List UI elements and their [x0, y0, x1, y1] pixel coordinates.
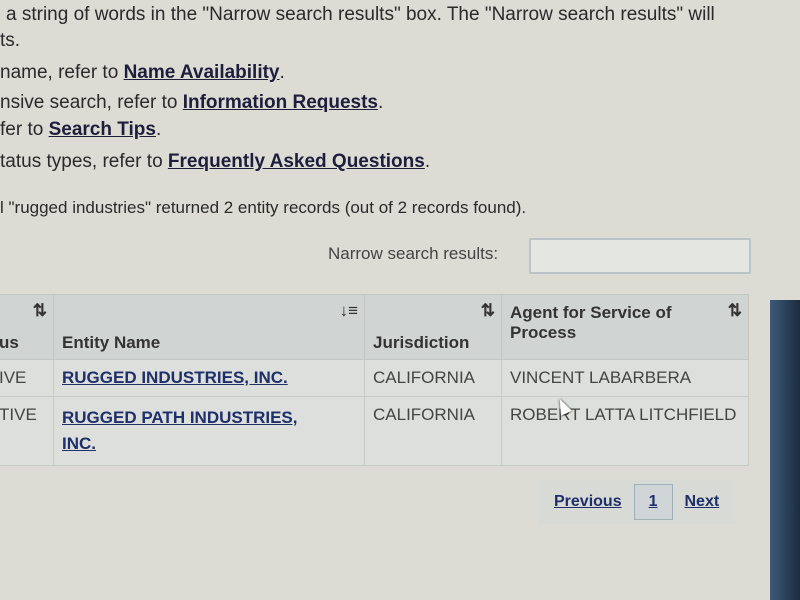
instruction-line: fer to Search Tips. [0, 119, 161, 141]
results-summary: l "rugged industries" returned 2 entity … [0, 198, 527, 217]
information-requests-link[interactable]: Information Requests [182, 92, 379, 113]
header-label: Agent for Service of Process [510, 303, 672, 342]
instruction-line: a string of words in the "Narrow search … [6, 4, 715, 25]
header-label: Entity Name [62, 333, 161, 352]
column-header-entity-name[interactable]: ↓≡ Entity Name [53, 294, 365, 360]
monitor-bezel [770, 300, 800, 600]
column-header-agent[interactable]: ⇅ Agent for Service of Process [501, 294, 749, 360]
column-header-jurisdiction[interactable]: ⇅ Jurisdiction [364, 294, 502, 360]
entity-name-cell: RUGGED PATH INDUSTRIES, INC. [53, 396, 365, 466]
name-availability-link[interactable]: Name Availability [123, 62, 280, 83]
entity-link[interactable]: RUGGED PATH INDUSTRIES, INC. [62, 408, 298, 453]
instruction-line: name, refer to Name Availability. [0, 62, 285, 84]
text: . [279, 62, 285, 83]
text: name, refer to [0, 62, 124, 83]
status-cell: TIVE [0, 396, 54, 466]
sort-icon[interactable]: ⇅ [32, 301, 47, 320]
table-row: TIVE RUGGED PATH INDUSTRIES, INC. CALIFO… [0, 396, 749, 466]
header-label: Jurisdiction [373, 333, 470, 352]
text: . [424, 151, 431, 172]
text: tatus types, refer to [0, 151, 168, 172]
previous-button[interactable]: Previous [554, 493, 622, 510]
table-header-row: ⇅ us ↓≡ Entity Name ⇅ Jurisdiction ⇅ Agent f… [0, 294, 749, 360]
text: nsive search, refer to [0, 92, 183, 113]
page-1-button[interactable]: 1 [633, 484, 673, 520]
jurisdiction-cell: CALIFORNIA [364, 396, 502, 466]
narrow-search-input[interactable] [529, 238, 751, 274]
text: . [155, 119, 162, 140]
search-tips-link[interactable]: Search Tips [48, 119, 156, 140]
instruction-line: ts. [0, 30, 21, 51]
jurisdiction-cell: CALIFORNIA [364, 359, 502, 397]
instruction-line: nsive search, refer to Information Reque… [0, 92, 383, 114]
entity-name-cell: RUGGED INDUSTRIES, INC. [53, 359, 365, 397]
sort-desc-icon[interactable]: ↓≡ [339, 301, 358, 320]
text: fer to [0, 119, 49, 140]
faq-link[interactable]: Frequently Asked Questions [167, 151, 425, 172]
sort-icon[interactable]: ⇅ [480, 301, 495, 320]
results-table: ⇅ us ↓≡ Entity Name ⇅ Jurisdiction ⇅ Agent f… [0, 294, 749, 466]
entity-link[interactable]: RUGGED INDUSTRIES, INC. [62, 368, 288, 387]
column-header-status[interactable]: ⇅ us [0, 294, 54, 360]
table-row: IVE RUGGED INDUSTRIES, INC. CALIFORNIA V… [0, 359, 749, 397]
text: . [378, 92, 384, 113]
agent-cell: ROBERT LATTA LITCHFIELD [501, 396, 749, 466]
next-button[interactable]: Next [684, 493, 720, 510]
sort-icon[interactable]: ⇅ [727, 301, 742, 320]
header-label: us [0, 333, 19, 352]
agent-cell: VINCENT LABARBERA [501, 359, 749, 397]
instruction-line: tatus types, refer to Frequently Asked Q… [0, 151, 430, 173]
narrow-search-label: Narrow search results: [328, 244, 499, 263]
status-cell: IVE [0, 359, 54, 397]
pagination: Previous 1 Next [538, 480, 736, 524]
